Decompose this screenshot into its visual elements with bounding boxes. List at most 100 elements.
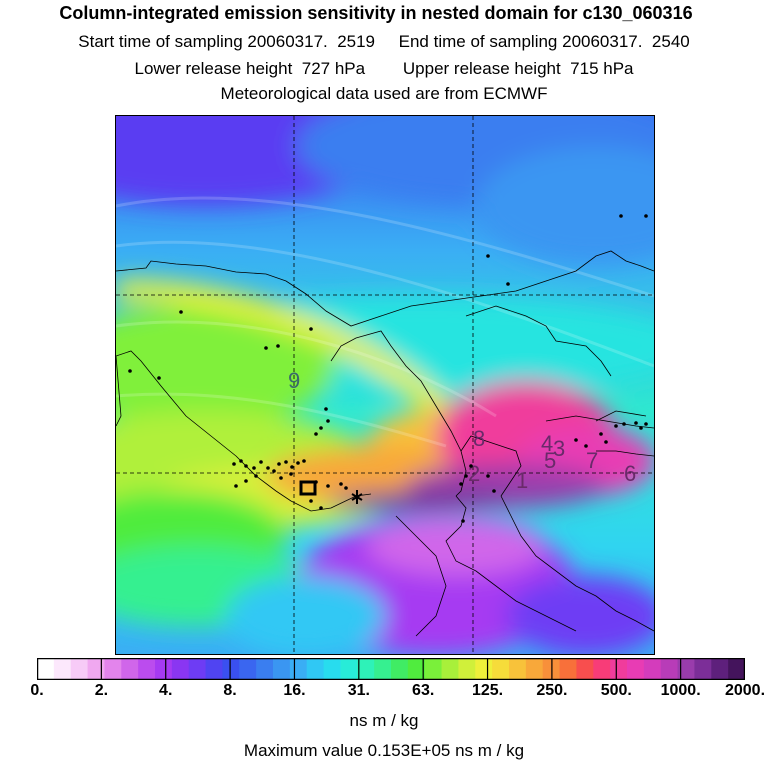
colorbar-cell	[627, 658, 645, 680]
colorbar-cell	[239, 658, 257, 680]
colorbar-tick-label: 1000.	[660, 682, 701, 699]
colorbar-tick-label: 4.	[159, 682, 173, 699]
station-dot	[604, 440, 608, 444]
colorbar-cell	[677, 658, 696, 680]
station-dot	[259, 460, 263, 464]
station-dot	[289, 472, 293, 476]
station-dot	[244, 464, 248, 468]
map-label-1: 1	[516, 468, 528, 493]
station-dot	[644, 214, 648, 218]
colorbar-cell	[70, 658, 89, 680]
maximum-value: Maximum value 0.153E+05 ns m / kg	[243, 741, 525, 760]
station-dot	[266, 466, 270, 470]
map-label-8: 8	[473, 426, 485, 451]
sensitivity-field	[116, 116, 654, 654]
map-canvas: 9 8 4 3 5 7 6 1 2	[116, 116, 654, 654]
station-dot	[264, 346, 268, 350]
station-dot	[284, 460, 288, 464]
colorbar-tick-label: 500.	[600, 682, 632, 699]
station-dots	[128, 214, 648, 523]
station-dot	[157, 376, 161, 380]
colorbar-tick-label: 2000.	[724, 682, 766, 699]
colorbar-tick-label: 0.	[30, 682, 44, 699]
colorbar-cell	[424, 658, 443, 680]
map-label-3: 3	[553, 436, 565, 461]
colorbar-cell	[155, 658, 173, 680]
station-dot	[464, 474, 468, 478]
station-dot	[319, 426, 323, 430]
colorbar-cell	[273, 658, 291, 680]
station-dot	[339, 482, 343, 486]
station-dot	[459, 482, 463, 486]
station-dot	[296, 461, 300, 465]
map-label-9: 9	[288, 368, 300, 393]
plot-title: Column-integrated emission sensitivity i…	[59, 3, 693, 23]
station-dot	[319, 506, 323, 510]
colorbar-cell	[374, 658, 392, 680]
map-label-6: 6	[624, 461, 636, 486]
station-dot	[232, 462, 236, 466]
lower-release-height: Lower release height 727 hPa	[134, 59, 366, 78]
station-dot	[469, 464, 473, 468]
start-time: Start time of sampling 20060317. 2519	[78, 32, 376, 51]
colorbar-cell	[458, 658, 476, 680]
map-label-4: 4	[541, 431, 553, 456]
colorbar-cell	[256, 658, 274, 680]
colorbar-cell	[53, 658, 72, 680]
release-box-marker	[299, 480, 317, 496]
station-dot	[574, 438, 578, 442]
end-time: End time of sampling 20060317. 2540	[398, 32, 690, 51]
colorbar-cell	[289, 658, 308, 680]
colorbar-cell	[509, 658, 527, 680]
colorbar-cell	[357, 658, 375, 680]
station-dot	[239, 459, 243, 463]
colorbar-cell	[660, 658, 679, 680]
station-dot	[252, 466, 256, 470]
colorbar-cell	[643, 658, 662, 680]
station-dot	[326, 419, 330, 423]
station-dot	[272, 469, 276, 473]
colorbar-cell	[323, 658, 342, 680]
map-label-5: 5	[544, 448, 556, 473]
colorbar-cell	[576, 658, 594, 680]
colorbar-cell	[104, 658, 122, 680]
colorbar-cell	[559, 658, 578, 680]
colorbar-cell	[306, 658, 325, 680]
colorbar-ticks: 0. 2. 4. 8. 16. 31. 63. 125. 250. 500. 1000. 2000.	[0, 682, 768, 702]
colorbar-cell	[222, 658, 240, 680]
colorbar-cell	[525, 658, 544, 680]
station-dot	[639, 426, 643, 430]
station-dot	[614, 424, 618, 428]
station-dot	[324, 407, 328, 411]
release-star-marker	[351, 490, 363, 504]
station-dot	[486, 254, 490, 258]
colorbar-cell	[407, 658, 426, 680]
colorbar	[37, 658, 745, 680]
station-dot	[644, 422, 648, 426]
station-dot	[128, 369, 132, 373]
colorbar-cell	[492, 658, 510, 680]
colorbar-cell	[728, 658, 745, 680]
colorbar-cell	[188, 658, 207, 680]
station-dot	[179, 310, 183, 314]
colorbar-tick-label: 8.	[223, 682, 237, 699]
sensitivity-map: 9 8 4 3 5 7 6 1 2	[115, 115, 655, 655]
station-dot	[622, 422, 626, 426]
station-dot	[277, 462, 281, 466]
station-dot	[244, 479, 248, 483]
colorbar-cell	[610, 658, 628, 680]
station-dot	[254, 474, 258, 478]
station-dot	[290, 465, 294, 469]
upper-release-height: Upper release height 715 hPa	[402, 59, 634, 78]
station-dot	[309, 499, 313, 503]
colorbar-cell	[441, 658, 460, 680]
colorbar-cell	[87, 658, 106, 680]
met-data-note: Meteorological data used are from ECMWF	[220, 84, 548, 103]
station-dot	[486, 474, 490, 478]
station-dot	[309, 327, 313, 331]
graticule	[116, 116, 654, 654]
colorbar-tick-label: 16.	[283, 682, 306, 699]
station-dot	[302, 459, 306, 463]
station-dot	[619, 214, 623, 218]
station-dot	[506, 282, 510, 286]
